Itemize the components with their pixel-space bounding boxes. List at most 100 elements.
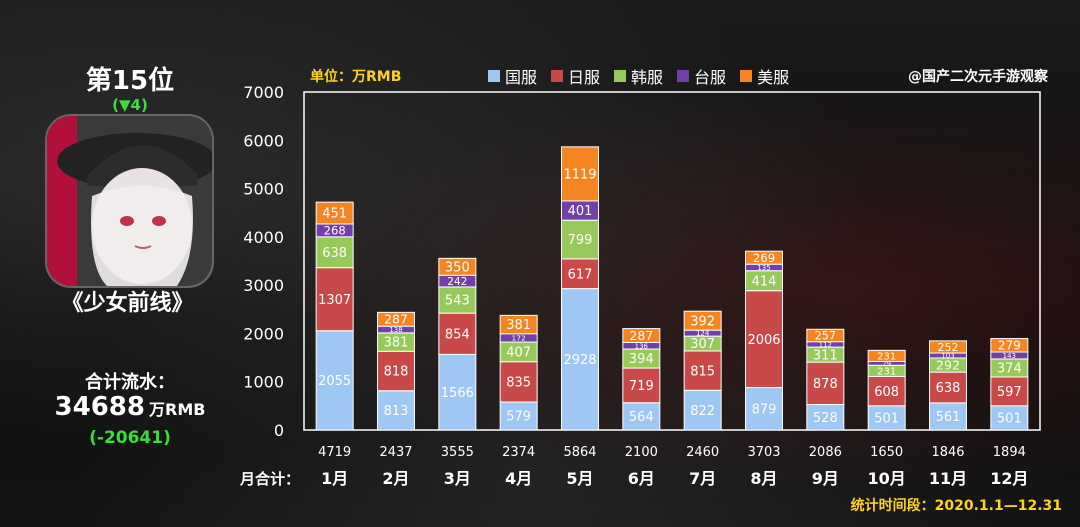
bar-segment <box>806 361 845 406</box>
statistics-period: 统计时间段：2020.1.1—12.31 <box>850 498 1062 514</box>
bar-segment-value-label: 381 <box>384 336 409 351</box>
bar-segment-value-label: 561 <box>936 410 961 425</box>
x-tick-label: 6月 <box>628 469 655 488</box>
bar-segment-value-label: 311 <box>813 348 838 363</box>
legend-label-cn: 国服 <box>505 68 538 87</box>
bar-segment-value-label: 813 <box>384 404 409 419</box>
bar-segment-value-label: 138 <box>389 326 402 334</box>
bar-segment <box>315 236 354 269</box>
bar-segment-value-label: 879 <box>752 402 777 417</box>
bar-segment-value-label: 1119 <box>563 168 596 183</box>
bar-segment <box>438 257 477 276</box>
monthly-total-value: 1650 <box>870 445 903 460</box>
bar-segment <box>622 367 661 404</box>
bar-segment-value-label: 638 <box>322 246 347 261</box>
bar-segment <box>438 286 477 314</box>
legend-item-jp: 日服 <box>551 64 600 88</box>
x-tick-label: 9月 <box>812 469 839 488</box>
monthly-total-value: 2437 <box>379 445 412 460</box>
bar-segment-value-label: 818 <box>384 365 409 380</box>
bar-segment <box>745 290 783 389</box>
bar-segment-value-label: 617 <box>568 267 593 282</box>
y-tick-label: 7000 <box>243 83 284 102</box>
bar-segment <box>867 349 906 362</box>
watermark: @国产二次元手游观察 <box>908 69 1048 85</box>
bar-segment-value-label: 124 <box>696 330 710 338</box>
x-tick-label: 11月 <box>929 469 967 488</box>
monthly-total-value: 2100 <box>625 445 658 460</box>
bar-segment <box>377 311 415 327</box>
bar-segment-value-label: 451 <box>322 207 347 222</box>
legend-swatch-kr <box>614 70 627 82</box>
x-tick-label: 3月 <box>444 469 471 488</box>
bar-segment <box>806 404 845 431</box>
bar-segment-value-label: 268 <box>324 224 346 238</box>
rank-change: (▼4) <box>112 96 148 114</box>
bar-segment <box>622 328 661 343</box>
monthly-total-value: 3555 <box>441 445 474 460</box>
bar-segment <box>867 375 906 407</box>
y-tick-label: 5000 <box>243 180 284 199</box>
monthly-total-value: 4719 <box>318 445 351 460</box>
bar-segment <box>990 376 1029 407</box>
monthly-total-value: 2086 <box>809 445 842 460</box>
bar-segment-value-label: 608 <box>874 385 899 400</box>
bar-segment-value-label: 307 <box>690 337 715 352</box>
bar-segment-value-label: 878 <box>813 377 838 392</box>
total-revenue-value: 34688 万RMB <box>30 392 230 422</box>
bar-segment-value-label: 564 <box>629 410 654 425</box>
unit-label: 单位：万RMB <box>310 69 402 85</box>
bar-segment-value-label: 2006 <box>747 333 780 348</box>
bar-segment-value-label: 79 <box>882 360 891 368</box>
bar-segment-value-label: 381 <box>506 318 531 333</box>
monthly-total-value: 2460 <box>686 445 719 460</box>
bar-segment-value-label: 799 <box>568 233 593 248</box>
legend-item-kr: 韩服 <box>614 64 663 88</box>
bar-segment-value-label: 401 <box>568 204 593 219</box>
bar-segment-value-label: 394 <box>629 352 654 367</box>
bar-segment <box>561 219 599 260</box>
y-tick-label: 0 <box>274 421 284 440</box>
chart-legend: 国服 日服 韩服 台服 美服 <box>488 64 789 88</box>
bar-segment-value-label: 815 <box>690 364 715 379</box>
bar-segment-value-label: 374 <box>997 362 1022 377</box>
y-tick-label: 6000 <box>243 131 284 150</box>
legend-item-tw: 台服 <box>677 64 726 88</box>
bar-segment <box>438 312 477 355</box>
bar-segment <box>929 371 967 404</box>
bar-segment-value-label: 579 <box>506 410 531 425</box>
bar-segment-value-label: 231 <box>877 352 896 363</box>
bar-segment-value-label: 2055 <box>318 374 351 389</box>
monthly-total-value: 3703 <box>747 445 780 460</box>
legend-label-jp: 日服 <box>568 68 601 87</box>
bar-segment-value-label: 172 <box>512 334 526 343</box>
bar-segment <box>315 201 354 225</box>
x-tick-label: 10月 <box>868 469 906 488</box>
bar-segment-value-label: 543 <box>445 294 470 309</box>
y-tick-label: 2000 <box>243 324 284 343</box>
monthly-total-value: 2374 <box>502 445 535 460</box>
x-tick-label: 7月 <box>689 469 716 488</box>
total-revenue-label: 合计流水： <box>85 372 175 393</box>
bar-segment <box>499 314 538 335</box>
bar-segment-value-label: 597 <box>997 385 1022 400</box>
bar-segment-value-label: 392 <box>690 314 715 329</box>
monthly-total-value: 1894 <box>993 445 1026 460</box>
bar-segment-value-label: 1566 <box>441 386 474 401</box>
bar-segment-value-label: 822 <box>690 404 715 419</box>
bar-segment-value-label: 501 <box>997 412 1022 427</box>
bar-segment-value-label: 112 <box>819 341 832 349</box>
bar-segment <box>377 350 415 392</box>
y-tick-label: 4000 <box>243 228 284 247</box>
bar-segment-value-label: 350 <box>445 260 470 275</box>
bar-segment-value-label: 835 <box>506 376 531 391</box>
legend-swatch-tw <box>677 70 690 82</box>
bar-segment <box>683 310 722 331</box>
legend-swatch-jp <box>551 70 564 82</box>
total-revenue-unit: 万RMB <box>149 400 206 419</box>
x-tick-label: 2月 <box>382 469 409 488</box>
bar-segment-value-label: 135 <box>757 264 770 272</box>
bar-segment <box>929 402 967 431</box>
bar-segment-value-label: 292 <box>936 358 960 373</box>
bar-segment-value-label: 528 <box>813 411 838 426</box>
